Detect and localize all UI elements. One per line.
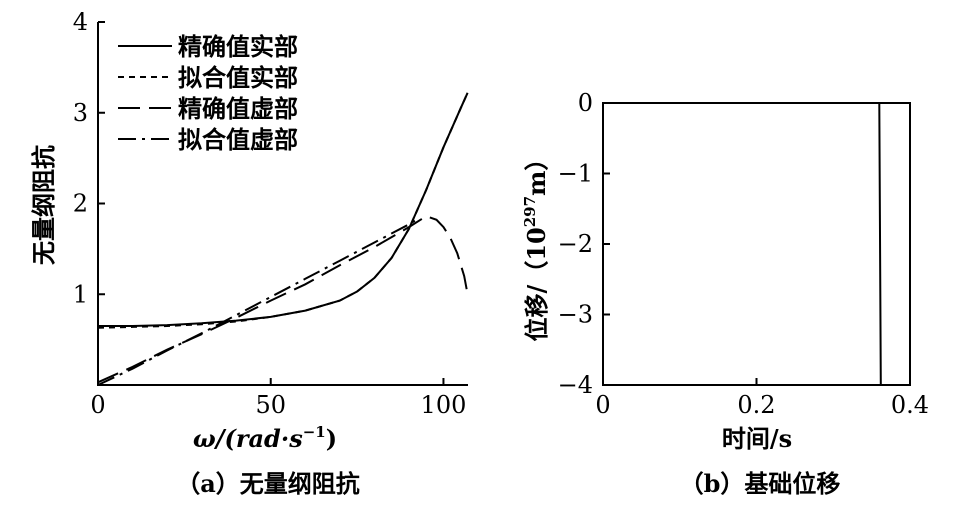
chart-b-xtick-label: 0 <box>595 391 610 419</box>
chart-b-ylabel-tail: m） <box>522 147 551 196</box>
chart-b-xtick-label: 0.4 <box>891 391 929 419</box>
chart-a-ytick-label: 3 <box>73 99 88 127</box>
chart-a-caption: （a）无量纲阻抗 <box>176 469 360 498</box>
chart-b-ticks: 0 0.2 0.4 0 −1 −2 −3 −4 <box>558 89 929 419</box>
chart-a-xlabel-base: ω/(rad·s <box>193 424 303 453</box>
chart-b-ytick-label: −2 <box>558 230 593 258</box>
chart-a-ytick-label: 4 <box>73 8 88 36</box>
chart-b-ytick-label: −1 <box>558 160 593 188</box>
chart-a-xlabel-sup: −1 <box>303 423 326 441</box>
chart-b-ylabel: 位移/（10297m） <box>521 147 551 342</box>
chart-b-ytick-label: −4 <box>558 371 593 399</box>
chart-a-legend-label: 精确值实部 <box>178 32 298 61</box>
chart-a-xlabel: ω/(rad·s−1) <box>193 423 337 453</box>
chart-b-ylabel-main: 位移/（10 <box>522 227 551 341</box>
chart-a-series-line-1 <box>97 92 469 329</box>
chart-a-xlabel-close: ) <box>326 424 337 453</box>
chart-a-xtick-label: 0 <box>90 391 105 419</box>
chart-a-ylabel: 无量纲阻抗 <box>29 145 58 265</box>
chart-b-caption: （b）基础位移 <box>680 469 841 498</box>
chart-a-ticks: 0 50 100 1 2 3 4 <box>73 8 467 419</box>
chart-a-legend-label: 拟合值虚部 <box>178 125 298 154</box>
chart-b-ytick-label: 0 <box>578 89 593 117</box>
chart-a-ytick-label: 2 <box>73 190 88 218</box>
chart-a-xtick-label: 100 <box>421 391 467 419</box>
chart-a-legend-label: 精确值虚部 <box>178 94 298 123</box>
chart-b-ytick-label: −3 <box>558 301 593 329</box>
chart-a-series <box>97 92 469 386</box>
chart-b-frame <box>602 102 911 386</box>
chart-b-ylabel-sup: 297 <box>521 196 539 227</box>
chart-b-xtick-label: 0.2 <box>737 391 775 419</box>
chart-b-xlabel: 时间/s <box>722 424 792 453</box>
chart-b-series-line-0 <box>603 102 882 386</box>
chart-a-series-line-3 <box>97 217 420 386</box>
chart-a-series-line-2 <box>97 215 469 384</box>
chart-a-xtick-label: 50 <box>255 391 286 419</box>
displacement-chart: 0 0.2 0.4 0 −1 −2 −3 −4 位移/（10297m） 时间/s （b）基础位… <box>521 89 929 498</box>
chart-b-series <box>603 102 882 386</box>
chart-a-legend-label: 拟合值实部 <box>178 63 298 92</box>
chart-a-ytick-label: 1 <box>73 280 88 308</box>
